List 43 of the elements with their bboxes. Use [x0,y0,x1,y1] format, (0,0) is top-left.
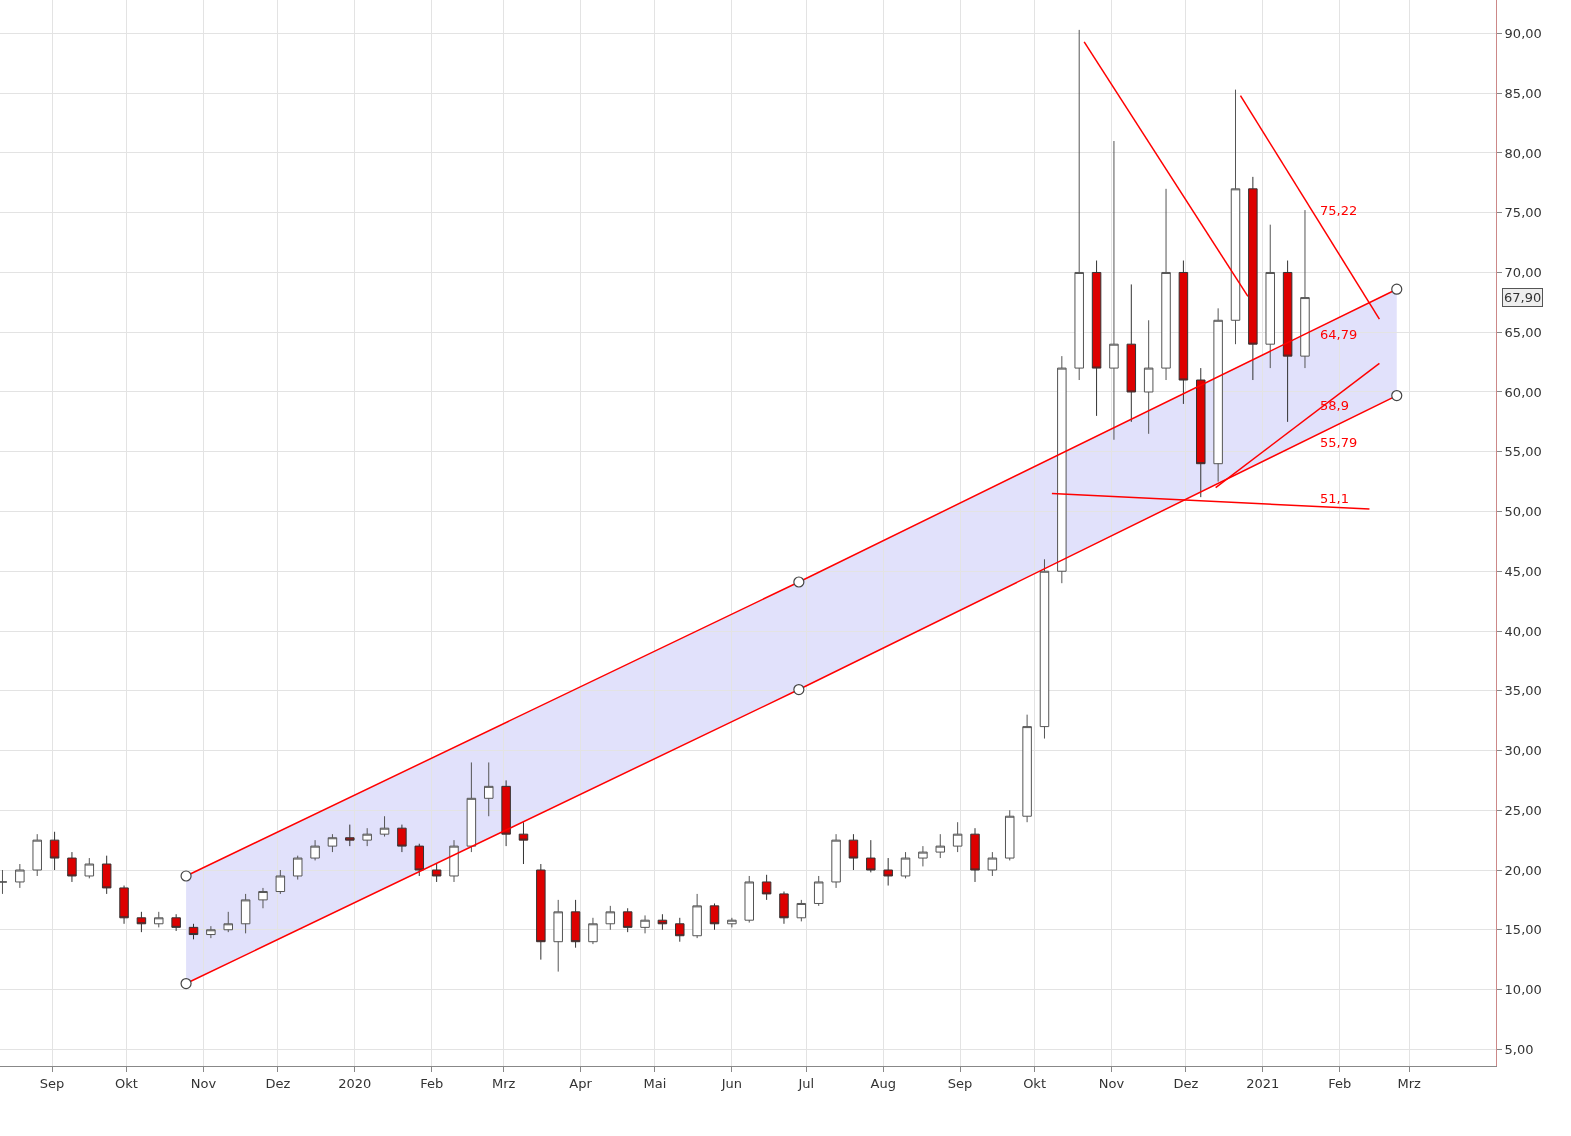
y-tick-label: 20,00 [1504,862,1542,878]
x-tick-label: Dez [1173,1075,1199,1091]
annotation: 64,79 [1320,327,1358,342]
x-tick-label: Jul [797,1075,815,1091]
annotation: 51,1 [1320,491,1349,506]
y-tick-label: 30,00 [1504,743,1542,759]
x-tick-label: Mai [643,1075,667,1091]
y-tick-label: 40,00 [1504,623,1542,639]
x-tick-label: Nov [1098,1075,1125,1091]
x-tick-label: Feb [420,1075,444,1091]
x-tick-label: Feb [1328,1075,1352,1091]
x-tick-label: Nov [190,1075,217,1091]
x-tick-label: Aug [870,1075,896,1091]
y-tick-label: 15,00 [1504,922,1542,938]
x-tick-label: 2020 [338,1075,372,1091]
y-tick-label: 25,00 [1504,802,1542,818]
y-tick-label: 80,00 [1504,145,1542,161]
y-tick-label: 90,00 [1504,26,1542,42]
annotation: 75,22 [1320,203,1358,218]
x-tick-label: Jun [720,1075,743,1091]
text: 67,90 [1504,290,1542,305]
y-tick-label: 10,00 [1504,982,1542,998]
y-tick-label: 65,00 [1504,324,1542,340]
y-tick-label: 50,00 [1504,504,1542,520]
x-tick-label: 2021 [1246,1075,1280,1091]
y-tick-label: 85,00 [1504,85,1542,101]
x-tick-label: Sep [39,1075,65,1091]
y-tick-label: 5,00 [1504,1041,1534,1057]
x-tick-label: Okt [1023,1075,1046,1091]
annotation: 58,9 [1320,398,1349,413]
annotation: 55,79 [1320,435,1358,450]
y-tick-label: 75,00 [1504,205,1542,221]
x-tick-label: Sep [947,1075,973,1091]
y-tick-label: 60,00 [1504,384,1542,400]
x-tick-label: Okt [115,1075,138,1091]
y-tick-label: 70,00 [1504,265,1542,281]
x-tick-label: Mrz [491,1075,516,1091]
x-tick-label: Mrz [1397,1075,1422,1091]
y-tick-label: 45,00 [1504,563,1542,579]
x-tick-label: Dez [265,1075,291,1091]
y-tick-label: 55,00 [1504,444,1542,460]
y-tick-label: 35,00 [1504,683,1542,699]
x-tick-label: Apr [569,1075,593,1091]
